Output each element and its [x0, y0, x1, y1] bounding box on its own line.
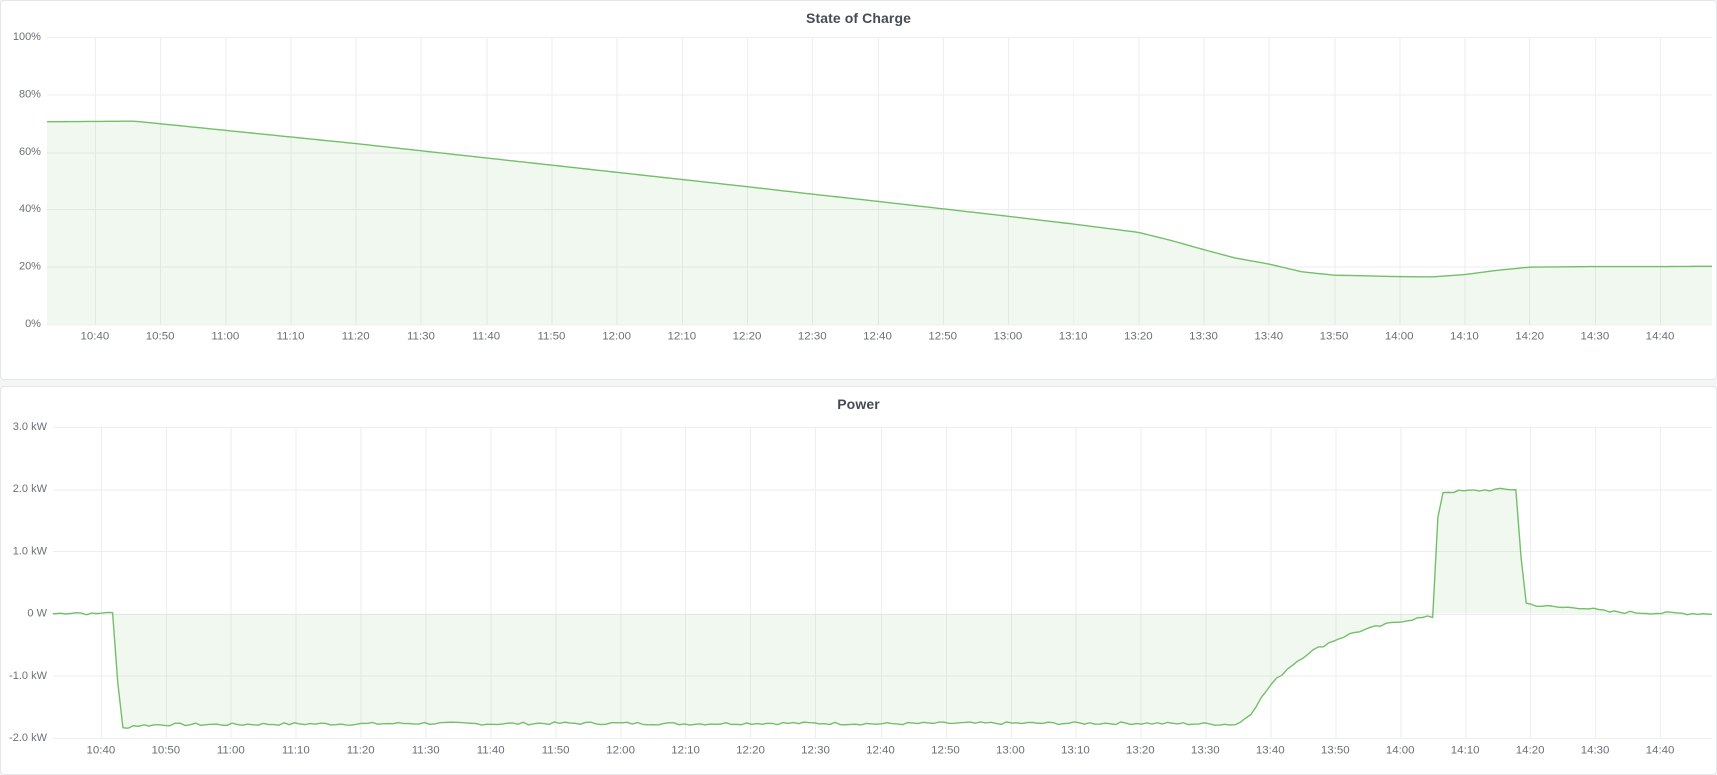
svg-text:80%: 80%: [19, 88, 41, 100]
svg-text:0%: 0%: [25, 318, 41, 330]
panel-state-of-charge[interactable]: State of Charge 0% 20% 40% 60% 80% 100% 10:40 1…: [0, 0, 1717, 380]
svg-text:13:30: 13:30: [1189, 330, 1218, 342]
svg-text:10:40: 10:40: [87, 744, 116, 756]
svg-text:12:10: 12:10: [667, 330, 696, 342]
svg-text:12:40: 12:40: [863, 330, 892, 342]
svg-text:14:00: 14:00: [1386, 744, 1415, 756]
panel-title-power: Power: [837, 396, 880, 412]
svg-text:13:50: 13:50: [1320, 330, 1349, 342]
svg-text:12:20: 12:20: [733, 330, 762, 342]
svg-text:-2.0 kW: -2.0 kW: [9, 732, 47, 744]
svg-text:14:30: 14:30: [1580, 330, 1609, 342]
svg-text:14:10: 14:10: [1450, 330, 1479, 342]
svg-text:12:10: 12:10: [671, 744, 700, 756]
svg-text:11:10: 11:10: [282, 744, 310, 756]
svg-text:10:50: 10:50: [146, 330, 175, 342]
svg-text:14:20: 14:20: [1516, 744, 1545, 756]
svg-text:13:30: 13:30: [1191, 744, 1220, 756]
svg-text:13:20: 13:20: [1126, 744, 1155, 756]
svg-text:11:40: 11:40: [477, 744, 505, 756]
svg-text:14:00: 14:00: [1385, 330, 1414, 342]
svg-text:10:50: 10:50: [151, 744, 180, 756]
panel-power[interactable]: Power -2.0 kW -1.0 kW 0 W 1.0 kW 2.0 kW 3.0 k…: [0, 386, 1717, 775]
svg-text:-1.0 kW: -1.0 kW: [9, 670, 47, 682]
svg-text:11:50: 11:50: [542, 744, 570, 756]
svg-text:3.0 kW: 3.0 kW: [13, 421, 48, 433]
svg-text:12:40: 12:40: [866, 744, 895, 756]
svg-text:13:40: 13:40: [1256, 744, 1285, 756]
svg-text:12:20: 12:20: [736, 744, 765, 756]
chart-state-of-charge[interactable]: 0% 20% 40% 60% 80% 100% 10:40 10:50 11:00 11:10 11…: [1, 29, 1716, 379]
svg-text:13:00: 13:00: [996, 744, 1025, 756]
plot-area-power[interactable]: -2.0 kW -1.0 kW 0 W 1.0 kW 2.0 kW 3.0 kW 10:40…: [1, 415, 1716, 774]
svg-text:14:40: 14:40: [1646, 330, 1675, 342]
svg-text:14:10: 14:10: [1451, 744, 1480, 756]
svg-text:11:20: 11:20: [342, 330, 370, 342]
svg-text:12:00: 12:00: [606, 744, 635, 756]
chart-power[interactable]: -2.0 kW -1.0 kW 0 W 1.0 kW 2.0 kW 3.0 kW 10:40…: [1, 415, 1716, 774]
svg-text:11:30: 11:30: [412, 744, 440, 756]
svg-text:14:20: 14:20: [1515, 330, 1544, 342]
svg-text:14:30: 14:30: [1581, 744, 1610, 756]
svg-text:12:00: 12:00: [602, 330, 631, 342]
svg-text:14:40: 14:40: [1646, 744, 1675, 756]
svg-text:13:20: 13:20: [1124, 330, 1153, 342]
svg-text:11:00: 11:00: [217, 744, 245, 756]
svg-text:11:50: 11:50: [537, 330, 565, 342]
svg-text:10:40: 10:40: [81, 330, 110, 342]
svg-text:12:30: 12:30: [798, 330, 827, 342]
svg-text:12:50: 12:50: [931, 744, 960, 756]
svg-text:11:00: 11:00: [211, 330, 239, 342]
svg-text:12:30: 12:30: [801, 744, 830, 756]
svg-text:0 W: 0 W: [27, 608, 47, 620]
svg-text:60%: 60%: [19, 146, 41, 158]
panel-title-state-of-charge: State of Charge: [806, 10, 911, 26]
svg-text:13:10: 13:10: [1061, 744, 1090, 756]
svg-text:11:30: 11:30: [407, 330, 435, 342]
plot-area-state-of-charge[interactable]: 0% 20% 40% 60% 80% 100% 10:40 10:50 11:00 11:10 11…: [1, 29, 1716, 379]
svg-text:1.0 kW: 1.0 kW: [13, 545, 48, 557]
svg-text:13:50: 13:50: [1321, 744, 1350, 756]
svg-text:2.0 kW: 2.0 kW: [13, 483, 48, 495]
svg-text:40%: 40%: [19, 203, 41, 215]
svg-text:11:20: 11:20: [347, 744, 375, 756]
svg-text:12:50: 12:50: [928, 330, 957, 342]
svg-text:11:40: 11:40: [472, 330, 500, 342]
svg-text:100%: 100%: [13, 31, 41, 43]
svg-text:13:40: 13:40: [1254, 330, 1283, 342]
svg-text:13:10: 13:10: [1059, 330, 1088, 342]
svg-text:11:10: 11:10: [277, 330, 305, 342]
svg-text:13:00: 13:00: [994, 330, 1023, 342]
svg-text:20%: 20%: [19, 261, 41, 273]
